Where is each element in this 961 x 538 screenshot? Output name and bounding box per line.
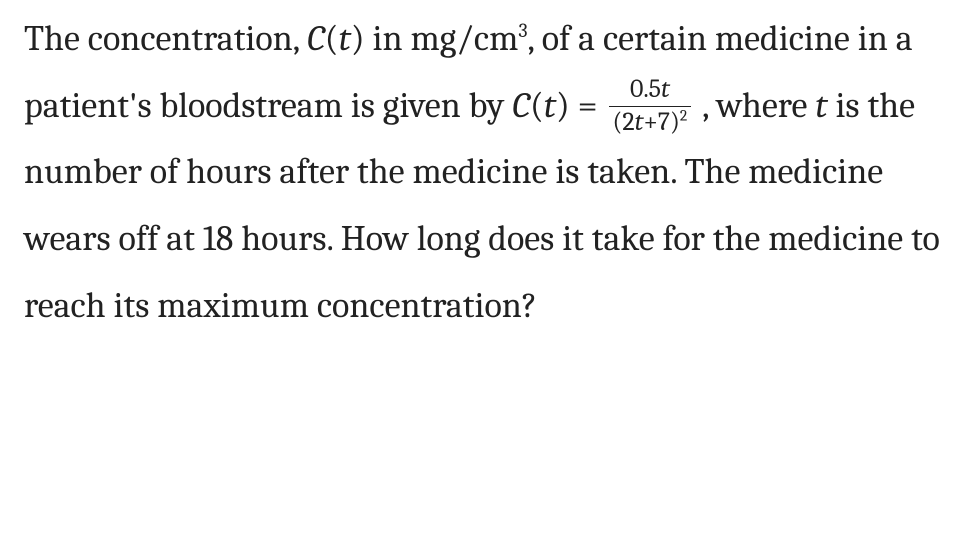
den-part: (2 bbox=[613, 108, 635, 137]
equals: ) = bbox=[556, 85, 606, 126]
paren: ( bbox=[325, 18, 339, 59]
var-t: t bbox=[339, 18, 351, 59]
var-t: t bbox=[544, 85, 556, 126]
var-t: t bbox=[661, 75, 670, 104]
equation: C(t) = 0.5t(2t+7)2 bbox=[512, 85, 694, 126]
var-C: C bbox=[307, 18, 325, 59]
paren: ( bbox=[530, 85, 544, 126]
fraction-denominator: (2t+7)2 bbox=[609, 106, 692, 138]
var-C: C bbox=[512, 85, 530, 126]
exponent-2: 2 bbox=[680, 106, 687, 124]
text-run: The concentration, bbox=[24, 18, 307, 59]
var-t: t bbox=[815, 85, 835, 126]
fraction: 0.5t(2t+7)2 bbox=[609, 75, 692, 138]
math-problem-text: The concentration, C(t) in mg/cm3, of a … bbox=[24, 6, 941, 339]
fraction-numerator: 0.5t bbox=[609, 75, 692, 106]
text-run: in mg/cm bbox=[365, 18, 519, 59]
paren: ) bbox=[351, 18, 365, 59]
num-coeff: 0.5 bbox=[630, 75, 661, 104]
text-run: , where bbox=[694, 85, 815, 126]
den-part: +7) bbox=[643, 108, 679, 137]
